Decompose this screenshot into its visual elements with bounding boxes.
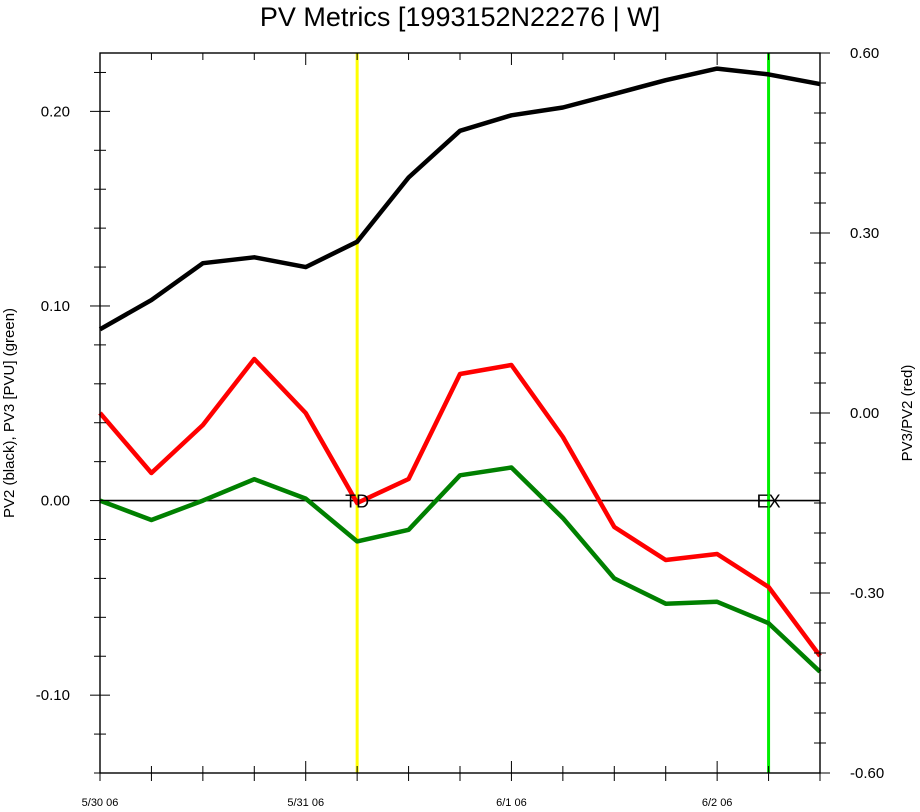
series-line-1 (99, 465, 822, 674)
left-tick-label: -0.10 (36, 687, 70, 704)
plot-frame (99, 52, 821, 774)
x-tick-label: 5/31 06 (287, 797, 324, 809)
right-tick-label: -0.60 (850, 765, 884, 782)
left-tick-label: 0.00 (41, 493, 70, 510)
right-tick-label: 0.00 (850, 405, 879, 422)
right-tick-label: -0.30 (850, 585, 884, 602)
marker-labels: TD EX (345, 492, 780, 512)
vertical-markers (355, 53, 771, 773)
left-tick-label: 0.10 (41, 298, 70, 315)
chart-title: PV Metrics [1993152N22276 | W] (260, 2, 660, 32)
x-tick-label: 5/30 06 (82, 797, 119, 809)
right-tick-label: 0.30 (850, 225, 879, 242)
left-axis-label: PV2 (black), PV3 [PVU] (green) (1, 308, 18, 518)
series-lines (98, 66, 822, 674)
x-tick-label: 6/1 06 (496, 797, 527, 809)
x-tick-label: 6/2 06 (702, 797, 733, 809)
left-axis: 0.20 0.10 0.00 -0.10 (36, 71, 110, 774)
marker-label-td: TD (345, 492, 369, 512)
left-tick-label: 0.20 (41, 103, 70, 120)
x-axis: 5/30 06 5/31 06 6/1 06 6/2 06 (82, 53, 821, 809)
right-axis: 0.60 0.30 0.00 -0.30 -0.60 (810, 45, 884, 782)
series-line-0 (98, 66, 821, 332)
right-axis-label: PV3/PV2 (red) (899, 365, 916, 462)
marker-label-ex: EX (757, 492, 781, 512)
right-tick-label: 0.60 (850, 45, 879, 62)
series-line-2 (98, 356, 822, 658)
